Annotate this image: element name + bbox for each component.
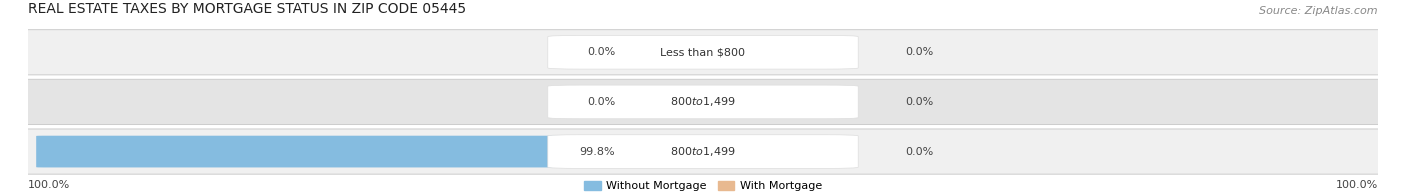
Text: $800 to $1,499: $800 to $1,499: [671, 95, 735, 108]
FancyBboxPatch shape: [623, 136, 709, 167]
FancyBboxPatch shape: [3, 79, 1403, 124]
FancyBboxPatch shape: [3, 129, 1403, 174]
Text: 0.0%: 0.0%: [588, 97, 616, 107]
Text: 0.0%: 0.0%: [905, 47, 934, 57]
FancyBboxPatch shape: [548, 135, 858, 168]
Text: 100.0%: 100.0%: [1336, 180, 1378, 190]
FancyBboxPatch shape: [697, 136, 783, 167]
FancyBboxPatch shape: [37, 136, 710, 167]
FancyBboxPatch shape: [548, 35, 858, 69]
Text: Source: ZipAtlas.com: Source: ZipAtlas.com: [1260, 6, 1378, 16]
FancyBboxPatch shape: [548, 85, 858, 119]
FancyBboxPatch shape: [3, 30, 1403, 75]
Text: 0.0%: 0.0%: [588, 47, 616, 57]
Legend: Without Mortgage, With Mortgage: Without Mortgage, With Mortgage: [579, 177, 827, 196]
FancyBboxPatch shape: [697, 86, 783, 118]
Text: REAL ESTATE TAXES BY MORTGAGE STATUS IN ZIP CODE 05445: REAL ESTATE TAXES BY MORTGAGE STATUS IN …: [28, 2, 467, 16]
FancyBboxPatch shape: [623, 86, 709, 118]
Text: $800 to $1,499: $800 to $1,499: [671, 145, 735, 158]
FancyBboxPatch shape: [623, 36, 709, 68]
Text: 0.0%: 0.0%: [905, 147, 934, 157]
FancyBboxPatch shape: [697, 36, 783, 68]
Text: Less than $800: Less than $800: [661, 47, 745, 57]
Text: 0.0%: 0.0%: [905, 97, 934, 107]
Text: 100.0%: 100.0%: [28, 180, 70, 190]
Text: 99.8%: 99.8%: [579, 147, 616, 157]
